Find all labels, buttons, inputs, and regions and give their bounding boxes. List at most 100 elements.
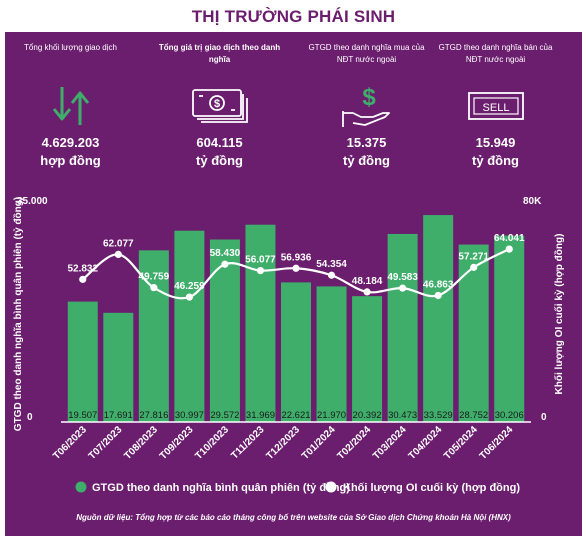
x-tick-label: T06/2024 <box>478 424 516 462</box>
combo-chart: 19.507 17.691 27.816 30.997 29.572 31.969 22.6… <box>12 196 565 494</box>
bar-value-label: 19.507 <box>68 410 97 421</box>
bar <box>494 235 525 422</box>
x-tick-label: T04/2024 <box>407 424 445 462</box>
x-tick-label: T03/2024 <box>371 424 409 462</box>
kpi-value: 604.115 <box>196 135 243 150</box>
line-value-label: 54.354 <box>316 259 347 270</box>
bar <box>387 233 418 422</box>
line-point <box>292 264 300 272</box>
bar-value-label: 33.529 <box>424 410 453 421</box>
y-left-tick-label: 35.000 <box>17 196 48 207</box>
banknotes-icon: $ <box>157 78 282 133</box>
line-value-label: 56.077 <box>245 255 276 266</box>
kpi-foreign-buy: GTGD theo danh nghĩa mua của NĐT nước ng… <box>304 42 429 169</box>
title-bar: THỊ TRƯỜNG PHÁI SINH <box>0 0 587 32</box>
line-value-label: 46.259 <box>174 281 205 292</box>
bar <box>352 296 383 422</box>
bar <box>281 282 311 422</box>
line-value-label: 49.583 <box>387 272 418 283</box>
bar <box>458 244 489 422</box>
legend-swatch-line <box>325 481 337 493</box>
bar-value-label: 21.970 <box>317 410 346 421</box>
kpi-value: 15.375 <box>346 135 387 150</box>
line-value-label: 64.041 <box>494 233 525 244</box>
kpi-unit: hợp đồng <box>40 153 101 168</box>
line-point <box>434 291 442 300</box>
x-tick-label: T10/2023 <box>193 424 231 462</box>
svg-text:$: $ <box>213 98 219 110</box>
line-point <box>185 293 193 301</box>
x-tick-label: T09/2023 <box>158 424 196 462</box>
bar-value-label: 22.621 <box>281 410 310 421</box>
footnote: Nguồn dữ liệu: Tổng hợp từ các báo cáo t… <box>76 513 511 522</box>
y-left-tick-label: 0 <box>27 412 33 423</box>
bar <box>174 230 205 422</box>
kpi-label: Tổng giá trị giao dịch theo danh nghĩa <box>158 43 281 64</box>
kpi-value: 15.949 <box>475 135 516 150</box>
x-tick-label: T12/2023 <box>264 424 302 462</box>
line-point <box>256 266 265 275</box>
bar-value-label: 20.392 <box>353 410 382 421</box>
y-right-tick-label: 0 <box>541 412 547 423</box>
kpi-total-value: Tổng giá trị giao dịch theo danh nghĩa $… <box>157 42 282 169</box>
kpi-unit: tỷ đồng <box>343 153 390 168</box>
x-tick-label: T02/2024 <box>336 424 374 462</box>
x-tick-label: T07/2023 <box>87 424 125 462</box>
x-tick-label: T06/2023 <box>51 424 89 462</box>
svg-text:$: $ <box>362 84 376 111</box>
svg-text:SELL: SELL <box>482 102 509 114</box>
bar-value-label: 28.752 <box>459 410 488 421</box>
bar-value-label: 30.473 <box>388 410 417 421</box>
bar-value-label: 29.572 <box>210 410 239 421</box>
bar-value-label: 30.997 <box>175 410 204 421</box>
legend-label-bars: GTGD theo danh nghĩa bình quân phiên (tỷ… <box>92 482 350 494</box>
kpi-total-volume: Tổng khối lượng giao dịch 4.629.203 hợp … <box>8 42 133 169</box>
bar <box>209 239 240 422</box>
line-value-label: 57.271 <box>458 251 489 262</box>
bar-value-label: 30.206 <box>495 410 524 421</box>
kpi-value: 4.629.203 <box>41 135 100 150</box>
line-value-label: 46.863 <box>423 279 454 290</box>
kpi-label: Tổng khối lượng giao dịch <box>24 43 117 52</box>
line-value-label: 56.936 <box>281 252 312 263</box>
x-tick-label: T11/2023 <box>229 424 267 462</box>
sell-sign-icon: SELL <box>433 78 558 133</box>
y-left-axis-title: GTGD theo danh nghĩa bình quân phiên (tỷ… <box>12 197 24 431</box>
kpi-label: GTGD theo danh nghĩa bán của NĐT nước ng… <box>438 43 553 64</box>
line-point <box>399 284 407 292</box>
line-value-label: 62.077 <box>103 238 134 249</box>
page-title: THỊ TRƯỜNG PHÁI SINH <box>191 7 396 26</box>
line-point <box>221 260 229 268</box>
line-point <box>505 245 513 253</box>
x-tick-label: T05/2024 <box>442 424 480 462</box>
bar <box>316 286 347 422</box>
x-tick-label: T01/2024 <box>300 424 338 462</box>
y-right-tick-label: 80K <box>523 196 542 207</box>
y-right-axis-title: Khối lượng OI cuối kỳ (hợp đồng) <box>553 234 565 395</box>
line-point <box>150 284 158 292</box>
up-down-arrows-icon <box>8 78 133 133</box>
legend-swatch-bars <box>75 481 87 493</box>
line-point <box>79 275 87 283</box>
infographic-panel: Tổng khối lượng giao dịch 4.629.203 hợp … <box>5 32 582 536</box>
bar <box>245 224 276 422</box>
legend-label-line: Khối lượng OI cuối kỳ (hợp đồng) <box>343 482 520 494</box>
bar-value-label: 31.969 <box>246 410 275 421</box>
bar <box>103 312 134 422</box>
bar-value-label: 27.816 <box>139 410 168 421</box>
line-point <box>327 271 336 279</box>
bar <box>423 215 454 422</box>
bar-value-label: 17.691 <box>104 410 133 421</box>
x-tick-label: T08/2023 <box>122 424 160 462</box>
bar <box>67 301 98 422</box>
kpi-label: GTGD theo danh nghĩa mua của NĐT nước ng… <box>308 43 425 64</box>
line-value-label: 48.184 <box>352 276 383 287</box>
line-point <box>363 288 371 296</box>
line-point <box>114 250 122 258</box>
kpi-unit: tỷ đồng <box>196 153 243 168</box>
line-point <box>470 263 478 271</box>
line-value-label: 58.430 <box>210 248 241 259</box>
line-value-label: 49.759 <box>139 272 170 283</box>
line-value-label: 52.832 <box>67 263 98 274</box>
kpi-foreign-sell: GTGD theo danh nghĩa bán của NĐT nước ng… <box>433 42 558 169</box>
